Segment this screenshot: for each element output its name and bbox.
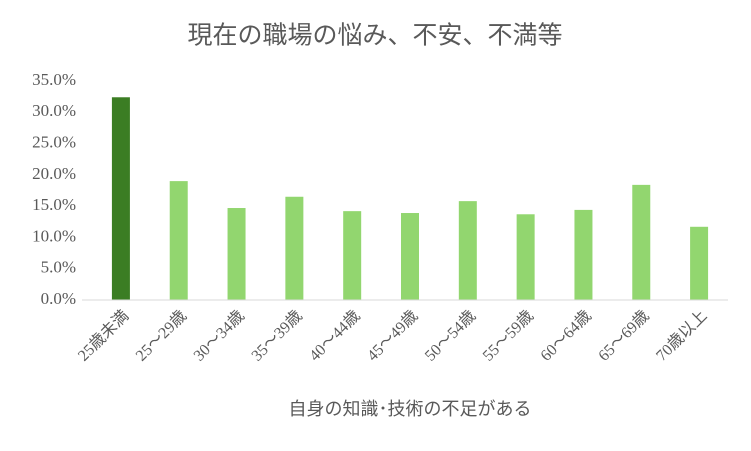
x-tick-label: 60～64歳 <box>537 307 595 365</box>
bar <box>574 209 593 300</box>
bar <box>111 97 130 300</box>
x-tick-label: 50～54歳 <box>421 307 479 365</box>
x-tick-label: 70歳以上 <box>653 307 711 365</box>
bar <box>285 196 304 300</box>
bar <box>401 213 419 300</box>
y-tick-label: 15.0% <box>32 195 76 214</box>
x-axis-title: 自身の知識･技術の不足がある <box>289 399 532 419</box>
bar <box>632 184 651 300</box>
y-tick-label: 25.0% <box>32 132 76 151</box>
y-tick-label: 35.0% <box>32 70 76 89</box>
y-tick-label: 0.0% <box>41 289 76 308</box>
x-tick-label: 65～69歳 <box>595 307 653 365</box>
y-tick-label: 30.0% <box>32 101 76 120</box>
x-tick-label: 45～49歳 <box>363 307 421 365</box>
y-tick-label: 10.0% <box>32 226 76 245</box>
x-tick-label: 30～34歳 <box>190 307 248 365</box>
x-tick-label: 25～29歳 <box>132 307 190 365</box>
x-tick-label: 25歳未満 <box>74 307 132 365</box>
y-tick-label: 20.0% <box>32 164 76 183</box>
bar <box>169 181 188 300</box>
bar <box>458 201 477 300</box>
bar <box>343 211 362 300</box>
bar <box>227 208 246 300</box>
x-tick-label: 40～44歳 <box>306 307 364 365</box>
y-tick-label: 5.0% <box>41 258 76 277</box>
chart-title: 現在の職場の悩み、不安、不満等 <box>187 22 562 50</box>
x-tick-label: 35～39歳 <box>248 307 306 365</box>
bar <box>690 226 709 300</box>
bar <box>516 214 535 300</box>
x-tick-label: 55～59歳 <box>479 307 537 365</box>
